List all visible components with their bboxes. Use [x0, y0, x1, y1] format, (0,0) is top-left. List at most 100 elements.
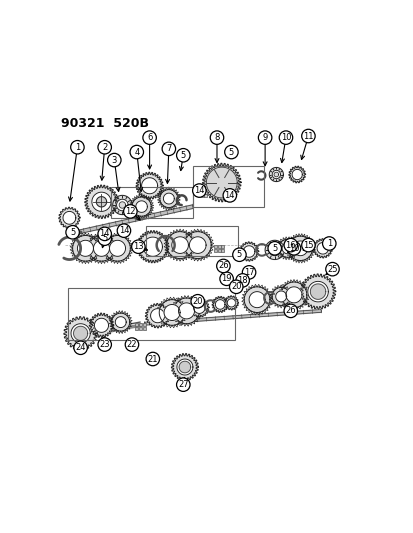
Polygon shape: [77, 240, 93, 256]
Bar: [217, 245, 220, 248]
Circle shape: [229, 280, 242, 294]
Polygon shape: [271, 287, 290, 305]
Polygon shape: [271, 171, 280, 179]
Text: 23: 23: [99, 340, 110, 349]
Polygon shape: [171, 353, 198, 381]
Polygon shape: [135, 201, 147, 212]
Polygon shape: [268, 167, 283, 182]
Text: 25: 25: [326, 265, 337, 273]
Polygon shape: [94, 318, 108, 333]
Polygon shape: [132, 197, 151, 216]
Circle shape: [219, 272, 233, 286]
Polygon shape: [210, 171, 233, 194]
Circle shape: [287, 241, 300, 255]
Polygon shape: [145, 303, 169, 328]
Polygon shape: [89, 313, 114, 337]
Polygon shape: [159, 300, 185, 325]
Bar: [142, 327, 145, 330]
Text: 5: 5: [236, 250, 242, 259]
Circle shape: [301, 130, 314, 143]
Text: 10: 10: [288, 244, 299, 253]
Text: 26: 26: [218, 262, 228, 270]
Bar: [142, 324, 145, 326]
Polygon shape: [116, 199, 128, 211]
Polygon shape: [268, 244, 280, 256]
Polygon shape: [63, 212, 76, 224]
Polygon shape: [206, 167, 237, 198]
Circle shape: [232, 248, 246, 262]
Polygon shape: [310, 284, 325, 300]
Polygon shape: [227, 298, 235, 307]
Bar: [221, 245, 224, 248]
Circle shape: [283, 238, 297, 252]
Circle shape: [176, 149, 190, 162]
Bar: [139, 327, 142, 330]
Text: 5: 5: [70, 228, 75, 237]
Circle shape: [322, 237, 335, 250]
Text: 8: 8: [214, 133, 219, 142]
Polygon shape: [280, 282, 306, 308]
Text: 14: 14: [99, 229, 110, 238]
Circle shape: [162, 142, 175, 156]
Circle shape: [224, 146, 237, 159]
Bar: [200, 195, 203, 197]
Polygon shape: [163, 193, 174, 204]
Polygon shape: [166, 232, 193, 259]
Circle shape: [74, 341, 87, 354]
Text: 5: 5: [102, 234, 107, 243]
Circle shape: [125, 338, 138, 351]
Polygon shape: [141, 177, 157, 194]
Polygon shape: [224, 296, 238, 310]
Polygon shape: [243, 246, 254, 257]
Circle shape: [176, 378, 190, 391]
Polygon shape: [184, 232, 211, 259]
Polygon shape: [215, 300, 225, 309]
Text: 12: 12: [125, 207, 135, 216]
Polygon shape: [273, 172, 278, 177]
Circle shape: [123, 205, 137, 218]
Polygon shape: [179, 361, 190, 373]
Circle shape: [267, 241, 281, 255]
Text: 14: 14: [194, 186, 204, 195]
Text: 7: 7: [166, 144, 171, 154]
Circle shape: [242, 265, 255, 279]
Bar: [204, 191, 206, 194]
Polygon shape: [249, 292, 264, 308]
Text: 14: 14: [119, 226, 129, 235]
Circle shape: [98, 227, 111, 240]
Polygon shape: [104, 236, 130, 261]
Bar: [213, 248, 216, 252]
Circle shape: [192, 184, 206, 197]
Polygon shape: [178, 303, 194, 319]
Text: 11: 11: [302, 132, 313, 141]
Circle shape: [98, 338, 111, 351]
Text: 18: 18: [237, 276, 247, 285]
Circle shape: [107, 154, 121, 167]
Polygon shape: [244, 287, 269, 312]
Polygon shape: [292, 241, 307, 256]
Text: 5: 5: [228, 148, 233, 157]
Bar: [197, 191, 200, 194]
Text: 13: 13: [133, 242, 143, 251]
Circle shape: [117, 224, 131, 237]
Circle shape: [216, 259, 230, 273]
Bar: [200, 191, 203, 194]
Polygon shape: [159, 190, 178, 207]
Text: 26: 26: [285, 306, 295, 316]
Text: 20: 20: [192, 297, 202, 306]
Polygon shape: [264, 240, 284, 260]
Text: 4: 4: [134, 148, 139, 157]
Circle shape: [146, 352, 159, 366]
Circle shape: [325, 262, 338, 276]
Text: 17: 17: [243, 268, 254, 277]
Text: 16: 16: [285, 240, 295, 249]
Text: 14: 14: [224, 191, 235, 200]
Polygon shape: [171, 237, 188, 254]
Circle shape: [278, 131, 292, 144]
Polygon shape: [74, 326, 88, 341]
Bar: [217, 248, 220, 252]
Polygon shape: [112, 196, 132, 215]
Text: 19: 19: [221, 274, 231, 284]
Polygon shape: [136, 231, 169, 263]
Circle shape: [301, 238, 314, 252]
